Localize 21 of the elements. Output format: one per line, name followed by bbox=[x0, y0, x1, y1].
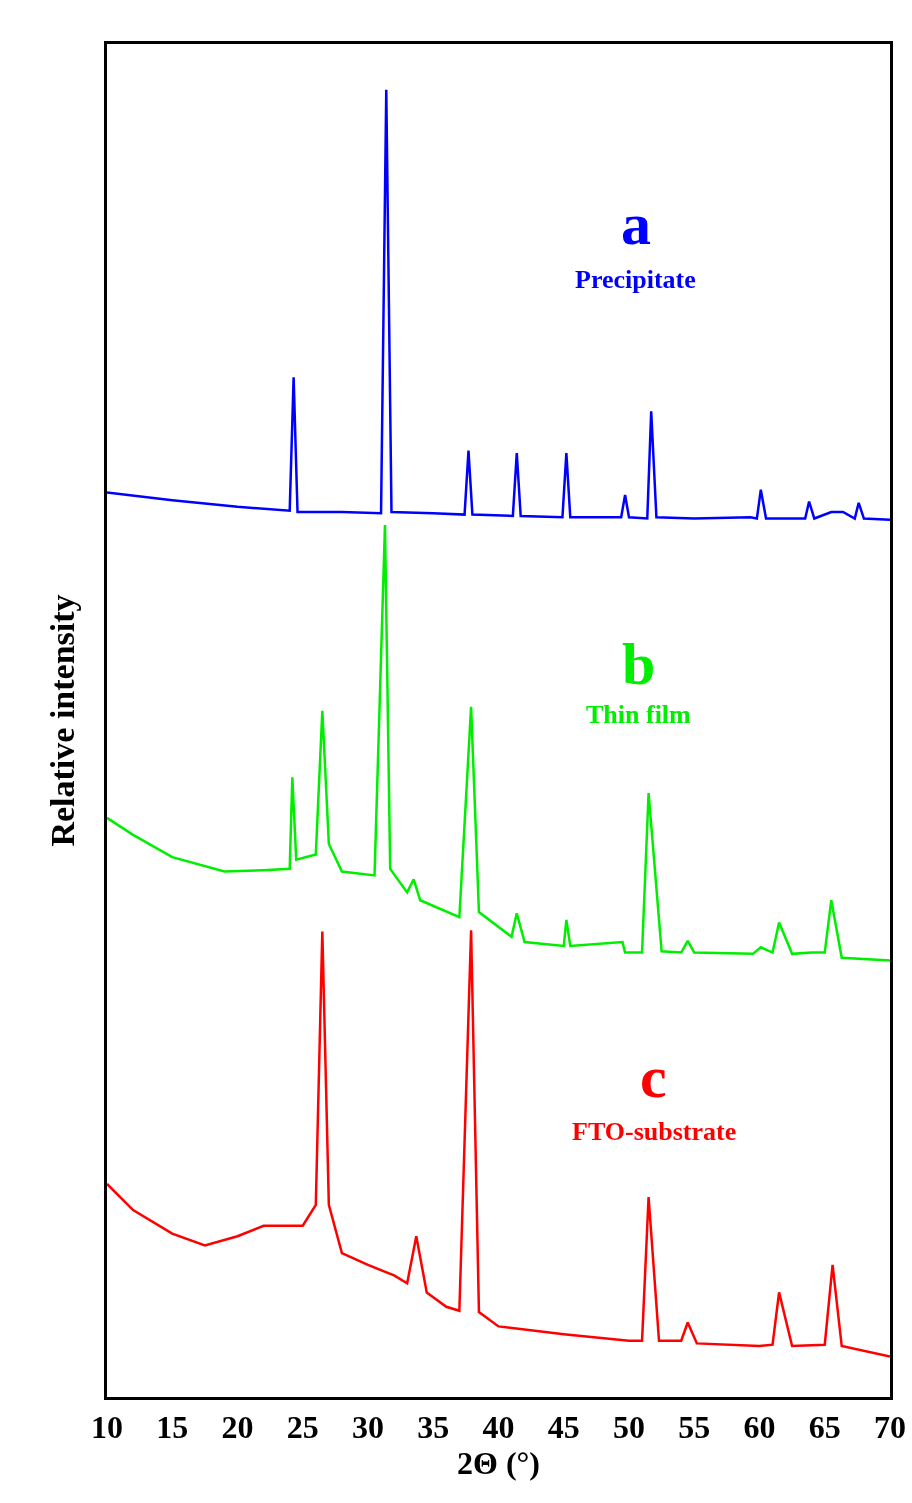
text: FTO-substrate bbox=[572, 1117, 737, 1146]
text: Thin film bbox=[586, 700, 692, 729]
x-tick-label: 20 bbox=[221, 1409, 254, 1446]
annotation: b bbox=[622, 631, 656, 697]
x-tick-label: 50 bbox=[613, 1409, 645, 1446]
x-tick-label: 10 bbox=[91, 1409, 123, 1446]
annotation: a bbox=[621, 191, 651, 257]
x-tick-label: 55 bbox=[678, 1409, 711, 1446]
x-tick-label: 25 bbox=[286, 1409, 319, 1446]
x-tick-label: 15 bbox=[156, 1409, 189, 1446]
x-axis-title: 2Θ (°) bbox=[457, 1445, 540, 1482]
y-axis-title: Relative intensity bbox=[43, 594, 81, 847]
x-tick-label: 65 bbox=[808, 1409, 841, 1446]
x-tick-label: 60 bbox=[743, 1409, 776, 1446]
x-tick-label: 30 bbox=[352, 1409, 384, 1446]
annotation: c bbox=[640, 1044, 667, 1110]
x-tick-label: 40 bbox=[482, 1409, 515, 1446]
x-tick-label: 35 bbox=[417, 1409, 450, 1446]
text: Precipitate bbox=[575, 265, 696, 294]
x-tick-label: 45 bbox=[547, 1409, 580, 1446]
x-tick-label: 70 bbox=[874, 1409, 906, 1446]
